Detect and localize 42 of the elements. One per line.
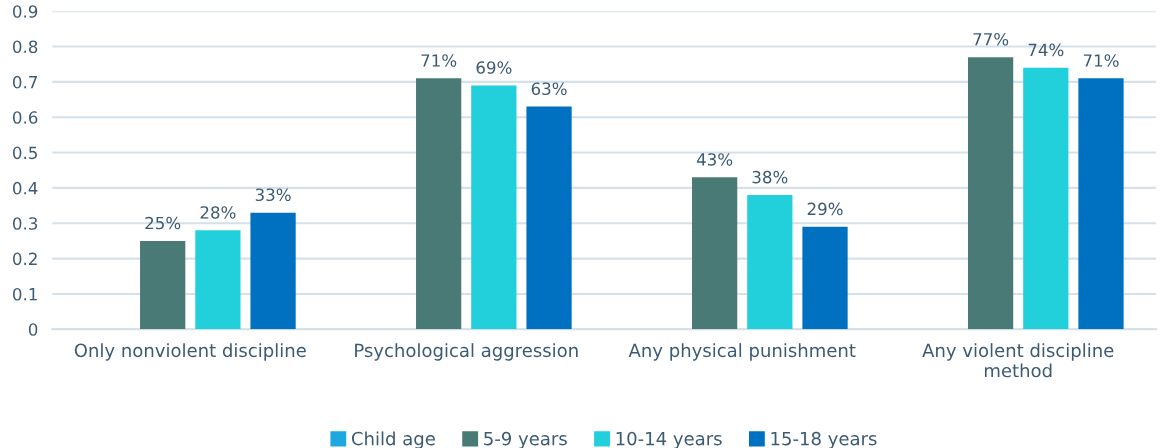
bar: [140, 240, 186, 330]
data-label: 28%: [200, 206, 236, 219]
bar: [1078, 78, 1124, 330]
x-tick-label: Only nonviolent discipline: [74, 343, 306, 361]
x-tick-label: Any physical punishment: [628, 343, 856, 361]
data-label: 38%: [752, 170, 788, 184]
y-tick-label: 0.4: [12, 181, 38, 195]
y-tick-label: 0.2: [12, 252, 37, 266]
data-label: 25%: [145, 216, 181, 230]
bar: [747, 194, 793, 330]
bar: [250, 212, 296, 330]
bar: [526, 106, 572, 330]
x-tick-label: Psychological aggression: [355, 343, 578, 361]
bar: [967, 57, 1014, 330]
legend-label: Child age: [351, 431, 435, 448]
y-tick-label: 0.5: [12, 146, 37, 160]
data-label: 29%: [807, 202, 843, 216]
y-tick-label: 0.1: [12, 287, 37, 301]
data-label: 77%: [973, 32, 1009, 46]
data-label: 74%: [1028, 43, 1064, 57]
bar: [471, 85, 517, 330]
data-label: 71%: [421, 54, 457, 67]
y-tick-label: 0.3: [12, 217, 38, 230]
legend-label: 5-9 years: [484, 431, 567, 448]
y-tick-label: 0.7: [12, 75, 37, 89]
bar: [416, 78, 462, 330]
data-label: 33%: [255, 188, 291, 202]
bar: [802, 226, 848, 330]
legend-label: 10-14 years: [616, 431, 722, 448]
data-label: 63%: [531, 82, 567, 96]
data-label: 69%: [476, 61, 512, 74]
x-tick-label: Any violent discipline method: [922, 343, 1114, 378]
legend-label: 15-18 years: [771, 431, 877, 448]
y-tick-label: 0.6: [12, 111, 38, 124]
bar: [1023, 67, 1069, 330]
y-tick-label: 0.8: [12, 40, 38, 54]
y-tick-label: 0: [28, 323, 38, 336]
y-tick-label: 0.9: [12, 5, 38, 18]
data-label: 43%: [696, 153, 733, 166]
bar: [195, 230, 241, 330]
bar: [692, 177, 738, 330]
data-label: 71%: [1083, 54, 1119, 67]
